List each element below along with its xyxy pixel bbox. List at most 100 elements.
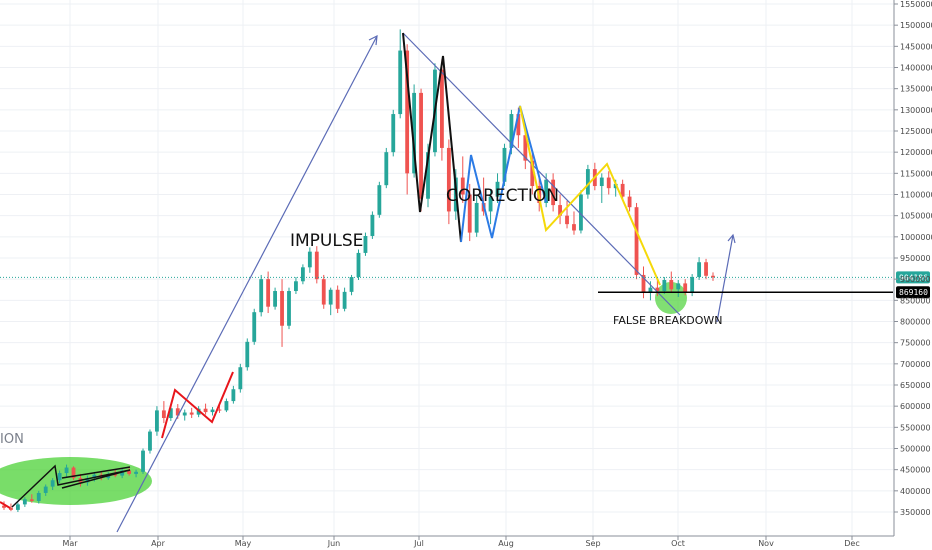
y-tick-label: 900000: [900, 275, 931, 284]
candle-body: [245, 341, 250, 368]
y-tick-label: 600000: [900, 402, 931, 411]
candle-body: [349, 277, 354, 292]
candle-body: [92, 474, 97, 479]
candle-body: [335, 289, 340, 309]
y-tick-label: 1100000: [900, 191, 932, 200]
x-tick-label: Sep: [585, 539, 600, 548]
candle-body: [71, 467, 76, 479]
price-badge-label: 904186: [899, 273, 928, 282]
candle-body: [356, 252, 361, 278]
candle-body: [43, 486, 48, 493]
candle-body: [252, 312, 257, 342]
candle-body: [300, 267, 305, 282]
price-badge: [896, 286, 930, 299]
candle-body: [2, 505, 6, 508]
x-tick-label: Oct: [671, 539, 685, 548]
y-tick-label: 700000: [900, 360, 931, 369]
candle-body: [697, 262, 702, 278]
candle-body: [391, 114, 396, 153]
y-tick-label: 400000: [900, 487, 931, 496]
candle-body: [363, 235, 368, 253]
candle-body: [113, 473, 118, 476]
candle-body: [148, 431, 152, 451]
candle-body: [711, 275, 715, 278]
candle-body: [321, 279, 326, 305]
candle-body: [175, 408, 180, 416]
price-badge: [896, 271, 930, 284]
x-tick-label: Jun: [327, 539, 341, 548]
y-tick-label: 1050000: [900, 212, 932, 221]
red-wave: [161, 371, 234, 439]
y-tick-label: 500000: [900, 445, 931, 454]
candle-body: [606, 177, 611, 189]
candle-body: [161, 410, 166, 419]
candle-body: [474, 202, 479, 233]
candle-body: [398, 50, 403, 115]
candle-body: [57, 473, 62, 481]
candle-body: [217, 409, 222, 411]
y-tick-label: 1550000: [900, 0, 932, 9]
y-tick-label: 1000000: [900, 233, 932, 242]
candle-body: [419, 92, 423, 199]
candle-body: [599, 177, 604, 187]
candle-body: [634, 207, 639, 275]
candle-body: [384, 152, 389, 186]
x-tick-label: Dec: [844, 539, 859, 548]
candle-body: [294, 281, 298, 292]
candle-body: [405, 50, 410, 174]
candle-body: [579, 194, 583, 231]
candle-body: [370, 214, 375, 236]
candle-body: [523, 135, 528, 161]
candle-body: [669, 280, 674, 290]
price-levels: 904186 869160: [0, 271, 930, 299]
candle-body: [488, 196, 493, 212]
candle-body: [662, 280, 667, 292]
recovery-arrowhead: [727, 233, 736, 244]
candle-body: [655, 287, 660, 292]
candle-body: [120, 470, 125, 476]
x-tick-label: May: [235, 539, 252, 548]
candle-body: [502, 147, 507, 182]
candle-body: [238, 367, 243, 390]
y-tick-label: 650000: [900, 381, 931, 390]
black-wave: [402, 32, 462, 243]
candle-body: [565, 215, 569, 225]
early-wave-red: [0, 501, 11, 509]
candle-body: [412, 92, 417, 174]
candle-body: [259, 279, 264, 313]
candle-body: [620, 183, 625, 197]
annotation-ion: ION: [0, 432, 24, 447]
candle-body: [440, 69, 444, 148]
candle-body: [127, 470, 132, 474]
candle-body: [676, 283, 681, 290]
x-tick-label: Nov: [758, 539, 774, 548]
candle-body: [558, 205, 562, 216]
y-tick-label: 450000: [900, 466, 931, 475]
candle-body: [182, 412, 187, 416]
candle-body: [22, 499, 27, 505]
y-tick-label: 1250000: [900, 127, 932, 136]
candle-body: [509, 114, 514, 148]
candle-body: [36, 492, 41, 501]
candle-body: [168, 408, 173, 419]
candle-body: [683, 283, 688, 293]
candle-body: [342, 291, 347, 309]
annotation-impulse: IMPULSE: [290, 231, 363, 251]
candle-body: [224, 401, 229, 411]
candle-body: [85, 478, 90, 483]
candle-body: [530, 160, 535, 187]
candle-body: [551, 179, 556, 206]
candle-body: [377, 185, 382, 215]
annotation-correction: CORRECTION: [446, 186, 559, 206]
y-tick-label: 1400000: [900, 64, 932, 73]
candle-body: [690, 277, 695, 293]
candle-body: [426, 152, 430, 199]
candle-body: [307, 251, 312, 268]
candle-body: [203, 408, 208, 413]
candle-body: [627, 196, 632, 208]
candle-body: [64, 467, 69, 474]
candle-body: [495, 181, 500, 197]
